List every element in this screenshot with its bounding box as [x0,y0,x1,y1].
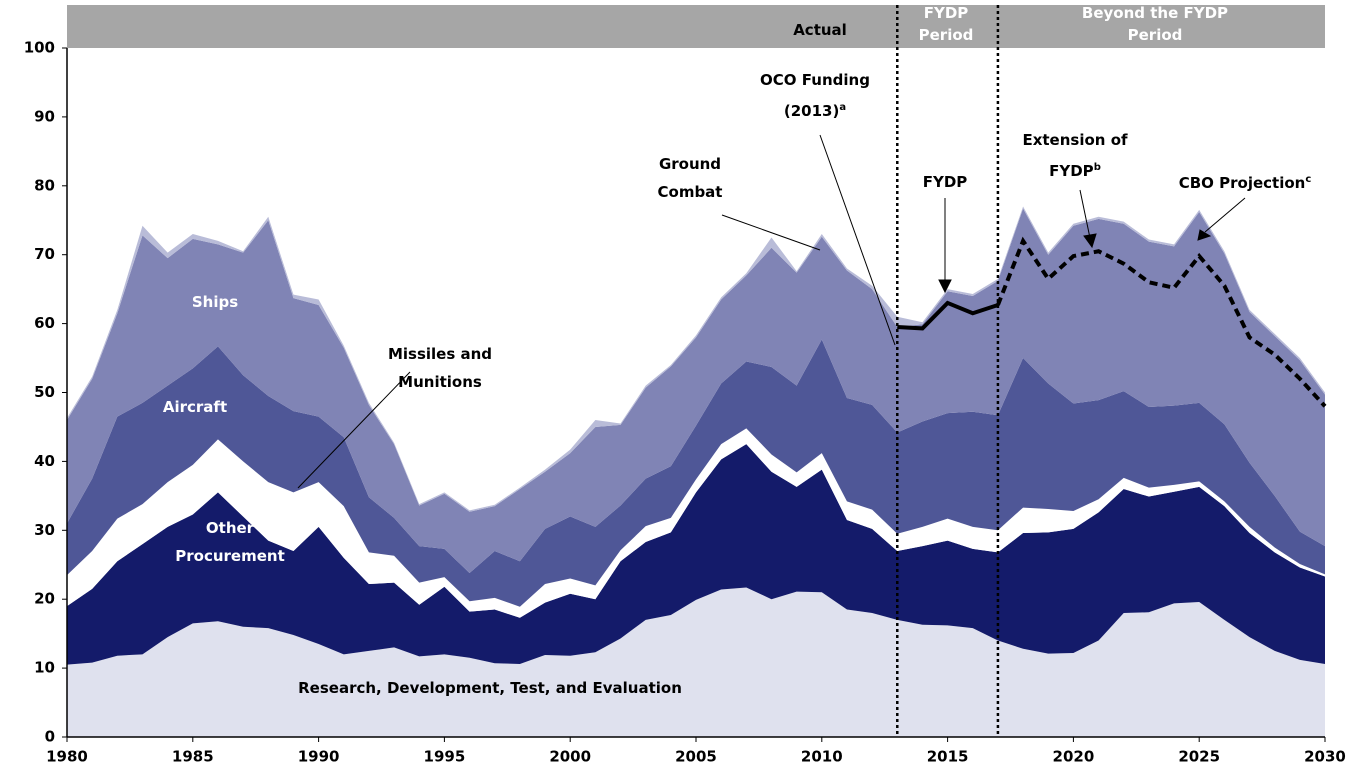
y-tick-label: 90 [34,107,55,125]
aircraft-label: Aircraft [162,398,228,416]
header-beyond: Beyond the FYDP Period [1081,4,1229,44]
y-tick-label: 50 [34,383,55,401]
x-tick-label: 1985 [172,748,214,766]
y-tick-label: 0 [45,728,55,746]
area [67,208,1325,574]
y-tick-label: 10 [34,659,55,677]
leaders [297,134,1246,489]
missiles-label: Missiles and Munitions [387,345,493,391]
x-tick-label: 2020 [1053,748,1095,766]
cbo-sup: c [1305,174,1312,185]
cbo-text: CBO Projection [1178,174,1306,192]
y-tick-label: 80 [34,176,55,194]
header-band [67,5,1325,48]
y-tick-label: 60 [34,314,55,332]
x-tick-label: 2005 [675,748,717,766]
oco-sup: a [839,102,847,113]
y-tick-label: 20 [34,590,55,608]
y-tick-label: 70 [34,245,55,263]
ships-label: Ships [191,293,239,311]
x-tick-label: 1990 [298,748,340,766]
oco-text: OCO Funding (2013) [760,71,870,120]
x-tick-label: 2030 [1304,748,1346,766]
area [67,444,1325,665]
x-tick-label: 2015 [927,748,969,766]
y-tick-label: 30 [34,521,55,539]
ext-text: Extension of FYDP [1022,131,1128,180]
x-tick-label: 2000 [549,748,591,766]
x-tick-label: 1980 [46,748,88,766]
cbo-label: CBO Projectionc [1150,166,1340,197]
y-tick-label: 40 [34,452,55,470]
y-tick-label: 100 [24,39,55,57]
fydp-label: FYDP [922,173,968,191]
ground-label: Ground Combat [657,155,723,201]
area [67,206,1325,512]
other-label: Other Procurement [175,519,285,565]
header-fydp: FYDP Period [918,4,974,44]
oco-label: OCO Funding (2013)a [745,66,885,125]
rdte-label: Research, Development, Test, and Evaluat… [298,679,682,697]
area [67,339,1325,607]
x-tick-label: 1995 [424,748,466,766]
area [67,587,1325,737]
ext-label: Extension of FYDPb [1020,126,1130,185]
line [897,300,999,331]
x-tick-label: 2010 [801,748,843,766]
header-actual: Actual [793,21,847,39]
x-tick-label: 2025 [1178,748,1220,766]
area [67,428,1325,618]
ext-sup: b [1093,162,1101,173]
line [996,236,1327,408]
